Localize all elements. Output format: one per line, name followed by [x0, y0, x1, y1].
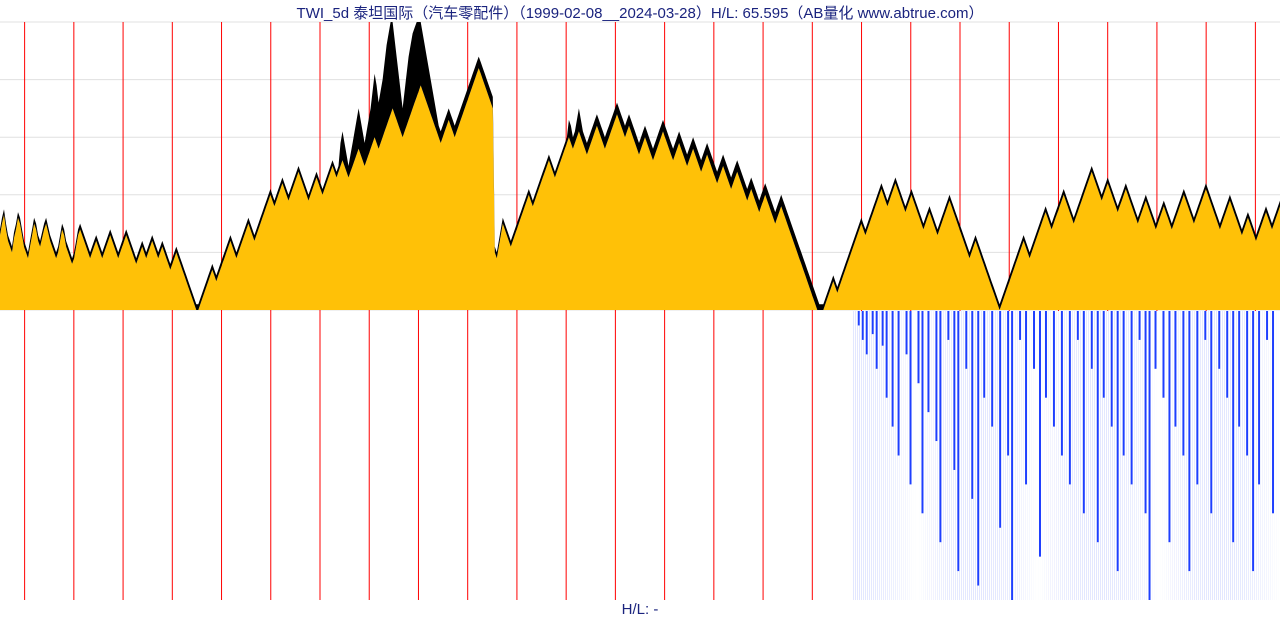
chart-footer: H/L: - — [0, 601, 1280, 618]
stock-chart: TWI_5d 泰坦国际（汽车零配件）（1999-02-08__2024-03-2… — [0, 0, 1280, 620]
chart-svg — [0, 0, 1280, 620]
chart-title: TWI_5d 泰坦国际（汽车零配件）（1999-02-08__2024-03-2… — [0, 2, 1280, 23]
